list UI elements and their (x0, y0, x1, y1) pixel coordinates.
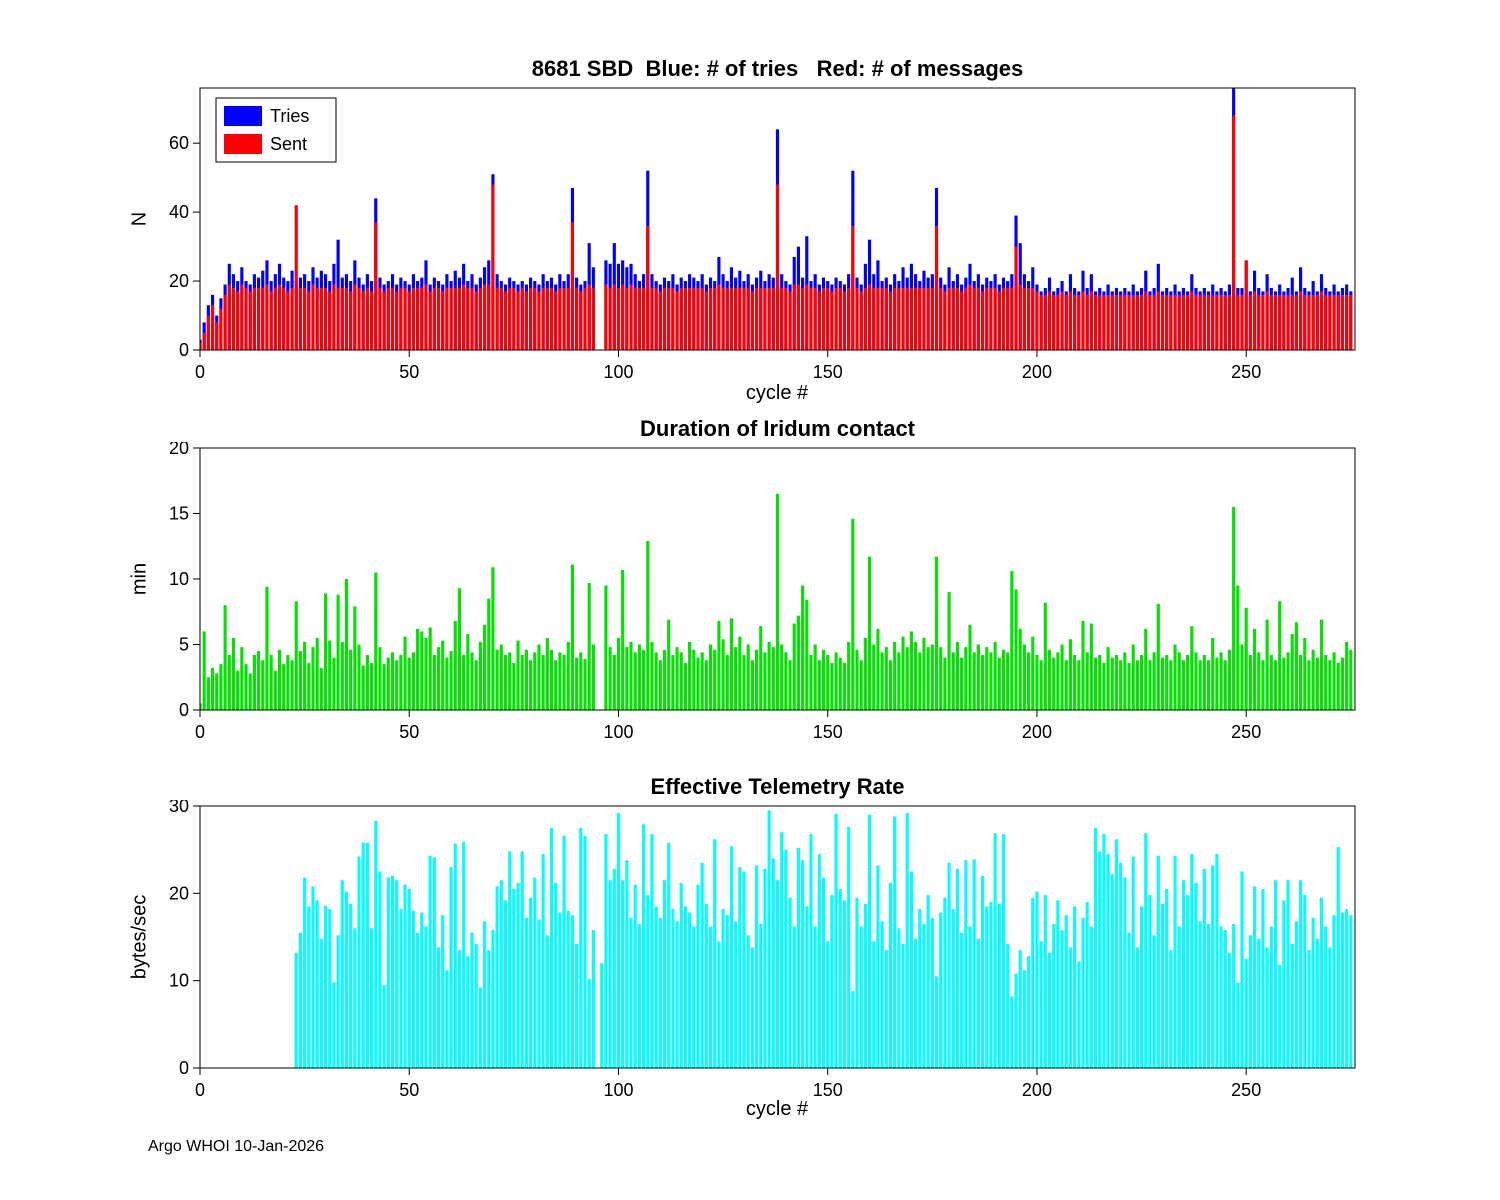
plot-rate: 0 50 100 150 200 250 0 10 20 30 (169, 800, 1356, 1100)
svg-text:200: 200 (1022, 362, 1052, 382)
svg-text:250: 250 (1231, 722, 1261, 742)
y-axis-label-duration: min (128, 562, 151, 596)
svg-text:10: 10 (169, 971, 189, 991)
svg-text:0: 0 (195, 722, 205, 742)
svg-text:150: 150 (813, 362, 843, 382)
svg-text:50: 50 (399, 362, 419, 382)
bars-rate (294, 810, 1353, 1068)
svg-text:60: 60 (169, 133, 189, 153)
svg-text:100: 100 (603, 362, 633, 382)
svg-text:200: 200 (1022, 1080, 1052, 1100)
chart-title-tries: 8681 SBD Blue: # of tries Red: # of mess… (531, 56, 1024, 81)
chart-title-rate: Effective Telemetry Rate (650, 774, 905, 799)
svg-text:20: 20 (169, 442, 189, 458)
bars-duration (200, 493, 1353, 710)
svg-text:100: 100 (603, 1080, 633, 1100)
plot-duration: 0 50 100 150 200 250 0 5 10 15 20 (169, 442, 1356, 742)
plot-box (199, 805, 1356, 1069)
y-axis-label-tries: N (128, 211, 151, 227)
svg-text:40: 40 (169, 202, 189, 222)
svg-text:200: 200 (1022, 722, 1052, 742)
svg-text:0: 0 (195, 1080, 205, 1100)
y-axis-ticks: 0 5 10 15 20 (169, 442, 200, 720)
legend-label-sent: Sent (270, 134, 307, 154)
svg-text:0: 0 (179, 700, 189, 720)
legend: Tries Sent (215, 97, 337, 163)
svg-text:250: 250 (1231, 1080, 1261, 1100)
svg-text:50: 50 (399, 722, 419, 742)
svg-text:20: 20 (169, 271, 189, 291)
svg-text:150: 150 (813, 722, 843, 742)
svg-text:50: 50 (399, 1080, 419, 1100)
x-axis-ticks: 0 50 100 150 200 250 (195, 350, 1261, 382)
y-axis-label-rate: bytes/sec (128, 894, 151, 980)
plot-box (199, 87, 1356, 351)
x-axis-ticks: 0 50 100 150 200 250 (195, 1068, 1261, 1100)
svg-text:150: 150 (813, 1080, 843, 1100)
legend-label-tries: Tries (270, 106, 309, 126)
y-axis-ticks: 0 20 40 60 (169, 133, 200, 360)
svg-text:0: 0 (179, 340, 189, 360)
svg-text:30: 30 (169, 800, 189, 816)
svg-text:10: 10 (169, 569, 189, 589)
svg-text:0: 0 (195, 362, 205, 382)
svg-text:100: 100 (603, 722, 633, 742)
bars-sent (200, 115, 1353, 350)
x-axis-label-rate: cycle # (745, 1098, 809, 1120)
plot-tries: 0 50 100 150 200 250 0 20 40 60 Tries Sent (169, 87, 1356, 382)
chart-title-duration: Duration of Iridum contact (640, 416, 915, 441)
y-axis-ticks: 0 10 20 30 (169, 800, 200, 1078)
svg-text:15: 15 (169, 504, 189, 524)
svg-text:5: 5 (179, 635, 189, 655)
svg-text:250: 250 (1231, 362, 1261, 382)
legend-swatch-tries (224, 106, 262, 126)
legend-swatch-sent (224, 134, 262, 154)
x-axis-ticks: 0 50 100 150 200 250 (195, 710, 1261, 742)
footer-text: Argo WHOI 10-Jan-2026 (148, 1138, 325, 1155)
x-axis-label-tries: cycle # (745, 382, 809, 404)
svg-text:0: 0 (179, 1058, 189, 1078)
svg-text:20: 20 (169, 883, 189, 903)
